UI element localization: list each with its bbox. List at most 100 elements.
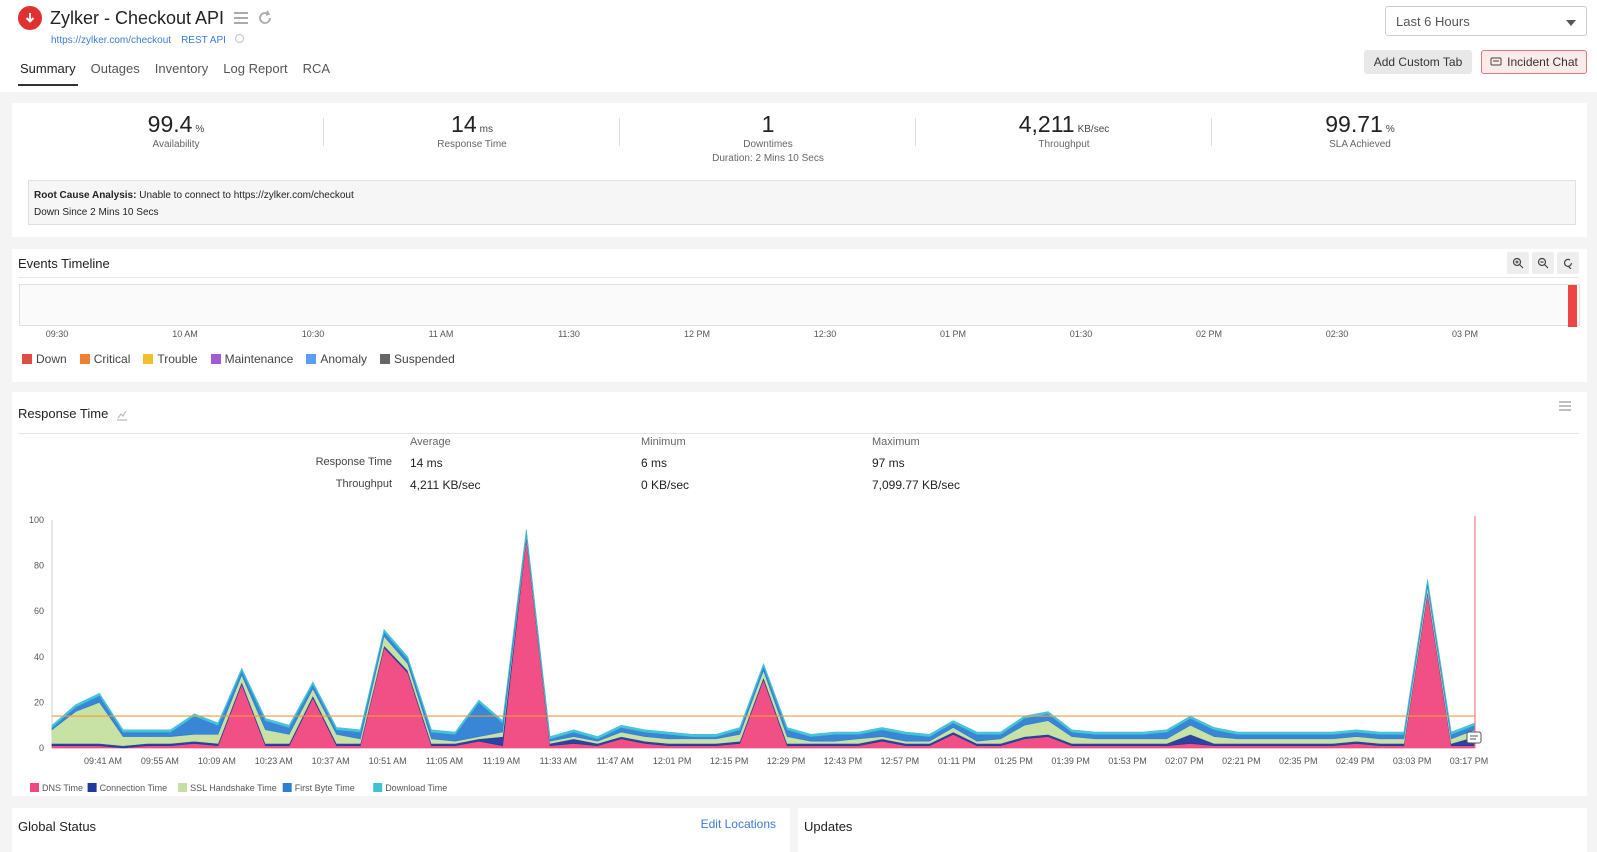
legend-anomaly[interactable]: Anomaly bbox=[306, 352, 367, 366]
time-range-select[interactable]: Last 6 Hours bbox=[1385, 6, 1587, 36]
y-tick-label: 60 bbox=[34, 606, 44, 616]
timeline-tick: 02 PM bbox=[1195, 329, 1223, 339]
y-tick-label: 40 bbox=[34, 652, 44, 662]
x-tick-label: 10:37 AM bbox=[312, 756, 350, 766]
timeline-tick: 09:30 bbox=[45, 329, 69, 339]
tab-log-report[interactable]: Log Report bbox=[223, 61, 288, 76]
legend-down[interactable]: Down bbox=[22, 352, 67, 366]
tab-inventory[interactable]: Inventory bbox=[154, 61, 209, 76]
global-status-title: Global Status bbox=[18, 819, 97, 834]
timeline-tick: 10 AM bbox=[172, 329, 198, 339]
updates-title: Updates bbox=[804, 819, 853, 834]
x-tick-label: 01:39 PM bbox=[1051, 756, 1090, 766]
global-status-card: Global Status Edit Locations bbox=[12, 808, 790, 852]
down-since-text: Down Since 2 Mins 10 Secs bbox=[34, 207, 159, 218]
response-time-card: Response Time Average Minimum Maximum Re… bbox=[12, 392, 1587, 796]
events-timeline-track[interactable] bbox=[19, 284, 1580, 327]
downtimes-label: Downtimes bbox=[743, 139, 793, 150]
x-tick-label: 10:51 AM bbox=[369, 756, 407, 766]
downtimes-metric: 1 Downtimes Duration: 2 Mins 10 Secs bbox=[618, 111, 918, 164]
rca-text: Unable to connect to https://zylker.com/… bbox=[139, 190, 354, 201]
throughput-metric: 4,211 KB/sec Throughput bbox=[914, 111, 1214, 150]
monitor-type-label: REST API bbox=[181, 34, 226, 46]
legend-swatch bbox=[282, 783, 292, 792]
rca-label: Root Cause Analysis: bbox=[34, 190, 137, 201]
root-cause-panel: Root Cause Analysis: Unable to connect t… bbox=[28, 180, 1576, 225]
x-tick-label: 11:05 AM bbox=[426, 756, 463, 766]
tab-summary[interactable]: Summary bbox=[18, 60, 78, 86]
timeline-tick: 02:30 bbox=[1325, 329, 1349, 339]
summary-card: 99.4% Availability 14 ms Response Time 1 … bbox=[12, 103, 1587, 237]
tab-rca[interactable]: RCA bbox=[302, 61, 331, 76]
x-tick-label: 09:55 AM bbox=[141, 756, 179, 766]
chart-options-icon[interactable] bbox=[116, 409, 128, 421]
availability-value: 99.4 bbox=[147, 111, 193, 137]
chat-icon bbox=[1490, 57, 1502, 67]
x-tick-label: 11:19 AM bbox=[483, 756, 520, 766]
legend-label: First Byte Time bbox=[295, 783, 355, 793]
x-tick-label: 03:03 PM bbox=[1393, 756, 1432, 766]
col-maximum: Maximum bbox=[872, 436, 920, 448]
x-tick-label: 12:15 PM bbox=[710, 756, 749, 766]
throughput-value: 4,211 bbox=[1018, 111, 1075, 137]
legend-critical[interactable]: Critical bbox=[79, 352, 130, 366]
x-tick-label: 01:11 PM bbox=[938, 756, 976, 766]
refresh-icon[interactable] bbox=[256, 9, 274, 27]
legend-label: SSL Handshake Time bbox=[190, 783, 277, 793]
min-throughput: 0 KB/sec bbox=[641, 478, 690, 492]
zoom-out-button[interactable] bbox=[1532, 252, 1554, 274]
edit-locations-link[interactable]: Edit Locations bbox=[700, 817, 776, 831]
x-tick-label: 02:49 PM bbox=[1336, 756, 1375, 766]
zoom-in-icon bbox=[1512, 257, 1524, 269]
down-status-icon bbox=[18, 6, 42, 30]
add-custom-tab-button[interactable]: Add Custom Tab bbox=[1364, 50, 1472, 74]
legend-label: DNS Time bbox=[42, 783, 83, 793]
x-tick-label: 10:09 AM bbox=[198, 756, 236, 766]
x-tick-label: 09:41 AM bbox=[84, 756, 122, 766]
response-time-chart[interactable]: 0 20 40 60 80 100 09:41 AM 09:55 AM 10:09 AM 10:2… bbox=[12, 504, 1587, 794]
max-throughput: 7,099.77 KB/sec bbox=[872, 478, 961, 492]
x-tick-label: 02:35 PM bbox=[1279, 756, 1318, 766]
hamburger-menu-icon[interactable] bbox=[1559, 400, 1571, 414]
availability-metric: 99.4% Availability bbox=[26, 111, 326, 150]
y-tick-label: 80 bbox=[34, 561, 44, 571]
incident-chat-label: Incident Chat bbox=[1507, 55, 1578, 69]
sla-value: 99.71 bbox=[1325, 111, 1383, 137]
zoom-out-icon bbox=[1537, 257, 1549, 269]
x-tick-label: 12:29 PM bbox=[767, 756, 806, 766]
avg-response-time: 14 ms bbox=[410, 456, 443, 470]
loading-icon bbox=[234, 33, 245, 47]
legend-suspended[interactable]: Suspended bbox=[380, 352, 455, 366]
max-response-time: 97 ms bbox=[872, 456, 905, 470]
down-event-bar[interactable] bbox=[1568, 285, 1577, 327]
list-icon[interactable] bbox=[232, 9, 250, 27]
response-time-metric: 14 ms Response Time bbox=[322, 111, 622, 150]
response-time-label: Response Time bbox=[437, 139, 507, 150]
zoom-in-button[interactable] bbox=[1507, 252, 1529, 274]
y-tick-label: 20 bbox=[34, 697, 44, 707]
timeline-tick: 10:30 bbox=[301, 329, 325, 339]
sla-metric: 99.71% SLA Achieved bbox=[1210, 111, 1510, 150]
legend-trouble[interactable]: Trouble bbox=[143, 352, 198, 366]
monitor-url-link[interactable]: https://zylker.com/checkout bbox=[51, 34, 172, 46]
legend-label: Download Time bbox=[385, 783, 447, 793]
reset-zoom-icon bbox=[1563, 258, 1573, 269]
legend-swatch bbox=[178, 783, 188, 792]
chevron-down-icon bbox=[1566, 14, 1576, 29]
availability-label: Availability bbox=[152, 139, 200, 150]
x-tick-label: 12:57 PM bbox=[881, 756, 920, 766]
legend-swatch bbox=[87, 783, 97, 792]
x-tick-label: 03:17 PM bbox=[1450, 756, 1489, 766]
events-timeline-title: Events Timeline bbox=[18, 256, 110, 271]
x-tick-label: 01:25 PM bbox=[994, 756, 1033, 766]
incident-chat-button[interactable]: Incident Chat bbox=[1481, 50, 1587, 74]
x-tick-label: 12:01 PM bbox=[653, 756, 692, 766]
updates-card: Updates bbox=[798, 808, 1587, 852]
tab-outages[interactable]: Outages bbox=[90, 61, 140, 76]
timeline-tick: 01:30 bbox=[1069, 329, 1093, 339]
timeline-tick: 12 PM bbox=[683, 329, 711, 339]
reset-zoom-button[interactable] bbox=[1557, 252, 1579, 274]
annotation-icon[interactable] bbox=[1466, 731, 1482, 744]
x-tick-label: 11:33 AM bbox=[540, 756, 577, 766]
legend-maintenance[interactable]: Maintenance bbox=[210, 352, 293, 366]
